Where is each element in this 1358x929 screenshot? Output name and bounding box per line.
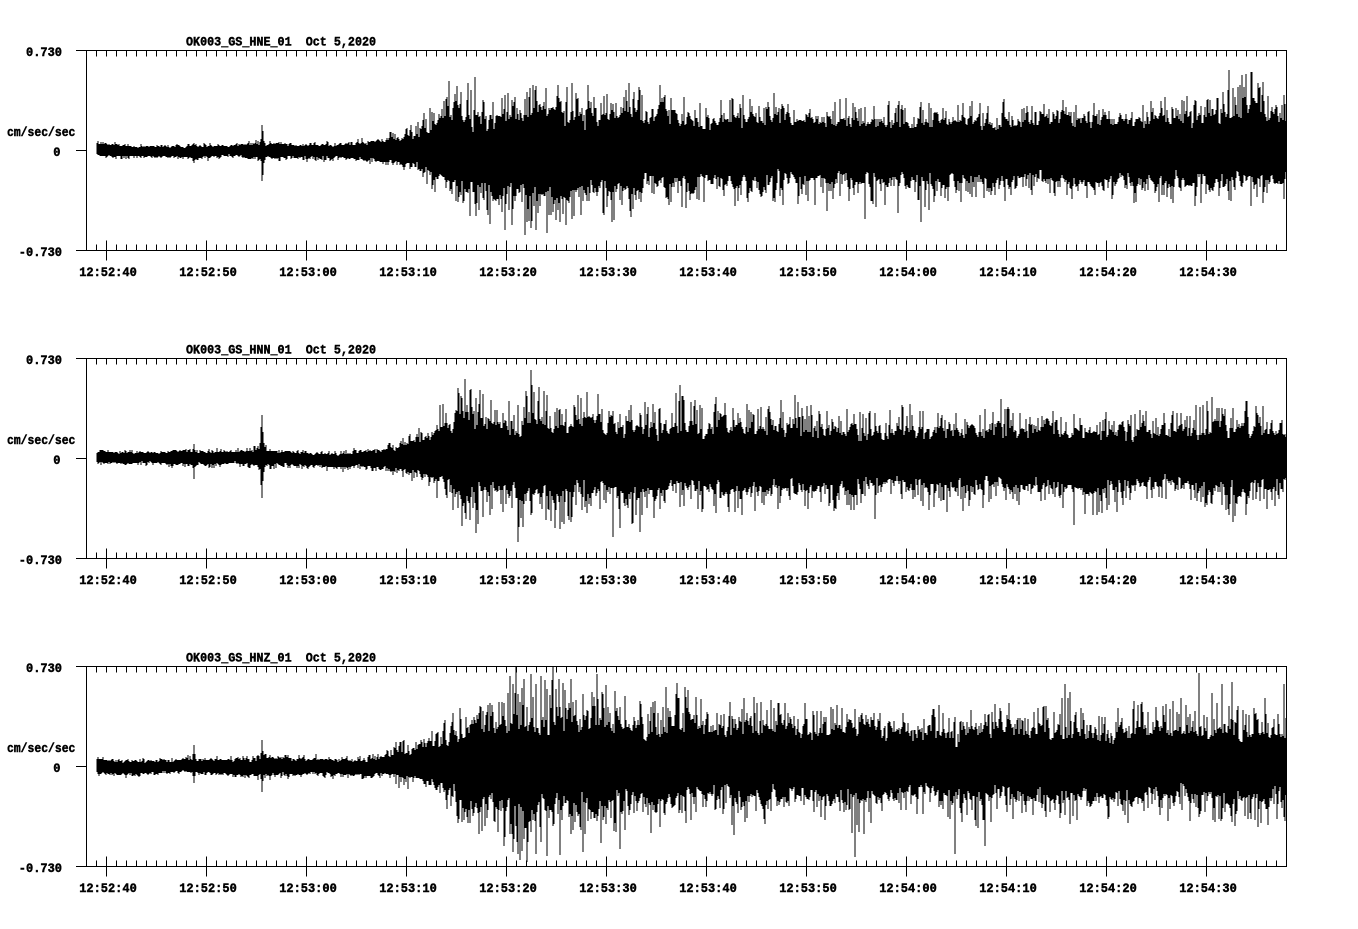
svg-text:12:53:40: 12:53:40 <box>679 573 737 588</box>
svg-text:12:53:50: 12:53:50 <box>779 265 837 280</box>
svg-text:12:54:20: 12:54:20 <box>1079 573 1137 588</box>
svg-text:0: 0 <box>53 761 60 776</box>
svg-text:0.730: 0.730 <box>26 45 62 60</box>
svg-text:OK003_GS_HNZ_01 Oct 5,2020: OK003_GS_HNZ_01 Oct 5,2020 <box>186 651 376 666</box>
svg-text:OK003_GS_HNN_01 Oct 5,2020: OK003_GS_HNN_01 Oct 5,2020 <box>186 343 376 358</box>
svg-text:12:53:00: 12:53:00 <box>279 265 337 280</box>
svg-text:12:52:50: 12:52:50 <box>179 265 237 280</box>
svg-text:-0.730: -0.730 <box>19 553 62 568</box>
svg-text:12:53:20: 12:53:20 <box>479 881 537 896</box>
svg-text:OK003_GS_HNE_01 Oct 5,2020: OK003_GS_HNE_01 Oct 5,2020 <box>186 35 376 50</box>
svg-text:12:54:10: 12:54:10 <box>979 265 1037 280</box>
svg-text:0.730: 0.730 <box>26 353 62 368</box>
svg-text:cm/sec/sec: cm/sec/sec <box>7 433 76 448</box>
svg-text:cm/sec/sec: cm/sec/sec <box>7 741 76 756</box>
svg-text:-0.730: -0.730 <box>19 861 62 876</box>
svg-text:12:54:00: 12:54:00 <box>879 881 937 896</box>
svg-text:12:52:40: 12:52:40 <box>79 573 137 588</box>
svg-text:12:52:50: 12:52:50 <box>179 881 237 896</box>
svg-text:12:54:00: 12:54:00 <box>879 265 937 280</box>
svg-text:12:54:30: 12:54:30 <box>1179 573 1237 588</box>
svg-text:12:54:10: 12:54:10 <box>979 881 1037 896</box>
svg-text:cm/sec/sec: cm/sec/sec <box>7 125 76 140</box>
svg-text:12:53:10: 12:53:10 <box>379 573 437 588</box>
svg-text:12:54:20: 12:54:20 <box>1079 265 1137 280</box>
svg-text:12:53:20: 12:53:20 <box>479 265 537 280</box>
svg-text:12:53:50: 12:53:50 <box>779 881 837 896</box>
svg-text:12:54:00: 12:54:00 <box>879 573 937 588</box>
svg-text:12:53:30: 12:53:30 <box>579 881 637 896</box>
svg-text:0: 0 <box>53 453 60 468</box>
svg-text:12:53:30: 12:53:30 <box>579 265 637 280</box>
svg-text:-0.730: -0.730 <box>19 245 62 260</box>
svg-text:12:53:20: 12:53:20 <box>479 573 537 588</box>
svg-text:12:53:40: 12:53:40 <box>679 881 737 896</box>
svg-text:12:53:10: 12:53:10 <box>379 265 437 280</box>
svg-text:12:54:20: 12:54:20 <box>1079 881 1137 896</box>
svg-text:0: 0 <box>53 145 60 160</box>
svg-text:12:53:00: 12:53:00 <box>279 881 337 896</box>
svg-text:12:53:40: 12:53:40 <box>679 265 737 280</box>
svg-text:12:54:30: 12:54:30 <box>1179 881 1237 896</box>
svg-text:0.730: 0.730 <box>26 661 62 676</box>
svg-text:12:53:00: 12:53:00 <box>279 573 337 588</box>
svg-text:12:52:50: 12:52:50 <box>179 573 237 588</box>
svg-text:12:54:30: 12:54:30 <box>1179 265 1237 280</box>
svg-text:12:52:40: 12:52:40 <box>79 265 137 280</box>
svg-text:12:54:10: 12:54:10 <box>979 573 1037 588</box>
svg-text:12:53:30: 12:53:30 <box>579 573 637 588</box>
svg-text:12:53:10: 12:53:10 <box>379 881 437 896</box>
svg-text:12:53:50: 12:53:50 <box>779 573 837 588</box>
svg-text:12:52:40: 12:52:40 <box>79 881 137 896</box>
